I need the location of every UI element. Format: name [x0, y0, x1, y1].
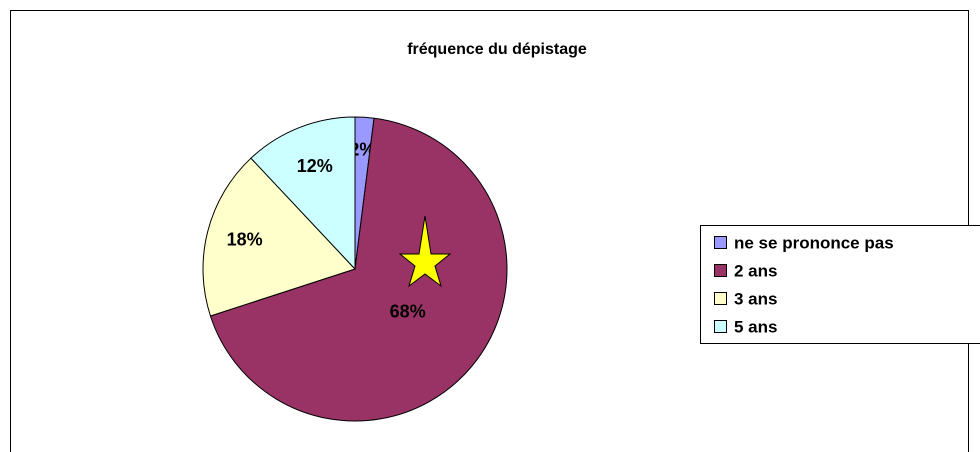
legend-swatch	[714, 264, 727, 277]
chart-title: fréquence du dépistage	[407, 41, 587, 58]
legend-swatch	[714, 320, 727, 333]
data-label: 18%	[227, 229, 263, 249]
pie-slice	[202, 157, 356, 317]
legend-swatch	[714, 292, 727, 305]
data-label: 2%	[349, 139, 375, 159]
star-annotation	[398, 215, 452, 288]
data-label: 68%	[390, 301, 426, 321]
legend-label: 2 ans	[734, 261, 777, 280]
legend-swatch	[714, 236, 727, 249]
legend-label: ne se prononce pas	[734, 233, 894, 252]
pie-slice	[250, 116, 356, 271]
legend-label: 5 ans	[734, 317, 777, 336]
pie: 2% 68% 18% 12%	[202, 116, 508, 422]
data-label: 12%	[297, 156, 333, 176]
legend: ne se prononce pas 2 ans 3 ans 5 ans	[714, 233, 894, 336]
pie-slice	[209, 117, 508, 422]
legend-label: 3 ans	[734, 289, 777, 308]
legend-box	[700, 225, 980, 344]
